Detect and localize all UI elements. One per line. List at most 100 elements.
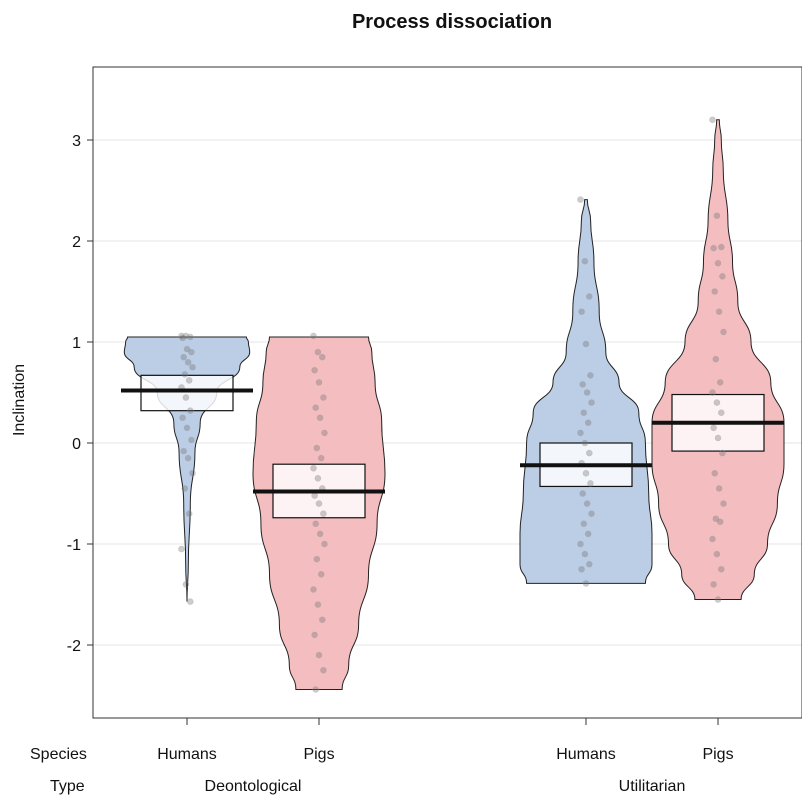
hdi-box xyxy=(140,374,234,412)
data-point xyxy=(717,409,725,417)
data-point xyxy=(715,485,723,492)
data-point xyxy=(588,510,595,518)
data-point xyxy=(313,555,321,563)
data-point xyxy=(579,490,587,497)
data-point xyxy=(587,480,594,487)
y-tick-label: -1 xyxy=(67,537,81,554)
data-point xyxy=(320,394,327,401)
data-point xyxy=(584,530,592,538)
data-point xyxy=(314,348,322,356)
data-point xyxy=(583,500,591,507)
data-point xyxy=(581,550,589,558)
data-point xyxy=(317,570,325,578)
data-point xyxy=(179,334,186,342)
data-point xyxy=(316,414,324,422)
data-point xyxy=(312,404,320,411)
data-point xyxy=(178,545,185,553)
data-point xyxy=(710,244,717,252)
data-point xyxy=(321,429,328,437)
data-point xyxy=(709,116,716,124)
data-point xyxy=(187,407,194,414)
species-tick-label: Humans xyxy=(556,746,616,763)
data-point xyxy=(720,328,727,336)
violin xyxy=(651,119,785,601)
data-point xyxy=(720,500,727,507)
data-point xyxy=(585,449,593,457)
data-point xyxy=(719,449,726,457)
data-point xyxy=(188,348,195,356)
violin xyxy=(123,336,251,602)
data-point xyxy=(580,409,588,417)
data-point xyxy=(320,666,327,674)
series-utilitarian-humans xyxy=(519,196,653,587)
plot-area xyxy=(121,116,785,693)
data-point xyxy=(189,363,196,371)
data-point xyxy=(580,520,588,528)
y-axis-label: Inclination xyxy=(11,364,28,436)
data-point xyxy=(577,540,584,548)
data-point xyxy=(318,353,326,361)
data-point xyxy=(709,389,716,396)
data-point xyxy=(713,550,721,558)
data-point xyxy=(588,399,595,406)
data-point xyxy=(585,560,593,568)
series-utilitarian-pigs xyxy=(651,116,785,603)
data-point xyxy=(711,288,719,295)
data-point xyxy=(717,243,725,251)
species-tick-label: Pigs xyxy=(702,746,733,763)
species-tick-label: Pigs xyxy=(303,746,334,763)
y-tick-label: 3 xyxy=(72,133,81,150)
data-point xyxy=(183,345,191,353)
series-deontological-humans xyxy=(121,332,253,605)
y-tick-label: 1 xyxy=(72,335,81,352)
data-point xyxy=(181,485,189,492)
data-point xyxy=(316,530,324,538)
data-point xyxy=(310,332,317,340)
chart-title: Process dissociation xyxy=(352,11,552,33)
data-point xyxy=(578,308,585,316)
data-point xyxy=(581,257,589,265)
type-factor-label: Type xyxy=(50,778,85,795)
y-tick-label: 0 xyxy=(72,436,81,453)
violin xyxy=(519,199,653,584)
data-point xyxy=(181,371,189,378)
data-point xyxy=(185,510,193,518)
data-point xyxy=(187,598,194,605)
species-factor-label: Species xyxy=(30,746,87,763)
type-group-label: Utilitarian xyxy=(619,778,686,795)
data-point xyxy=(315,379,323,386)
data-point xyxy=(716,379,724,386)
data-point xyxy=(180,353,187,361)
data-point xyxy=(311,366,318,374)
data-point xyxy=(182,332,190,340)
data-point xyxy=(716,518,724,526)
data-point xyxy=(320,510,327,518)
data-point xyxy=(710,424,717,432)
data-point xyxy=(715,308,723,316)
data-point xyxy=(579,381,587,388)
data-point xyxy=(315,651,323,659)
data-point xyxy=(582,340,590,348)
y-tick-label: 2 xyxy=(72,234,81,251)
data-point xyxy=(577,196,584,203)
data-point xyxy=(315,500,323,507)
data-point xyxy=(711,469,719,477)
data-point xyxy=(182,394,190,401)
data-point xyxy=(582,580,590,587)
data-point xyxy=(180,447,187,455)
data-point xyxy=(709,535,716,543)
data-point xyxy=(310,464,317,472)
data-point xyxy=(184,454,192,462)
data-point xyxy=(712,515,720,523)
data-point xyxy=(710,581,717,588)
data-point xyxy=(714,259,722,267)
data-point xyxy=(577,429,584,437)
data-point xyxy=(189,469,196,477)
data-point xyxy=(314,475,322,482)
data-point xyxy=(321,540,328,548)
data-point xyxy=(311,631,318,639)
data-point xyxy=(713,212,721,220)
data-point xyxy=(717,565,725,573)
data-point xyxy=(714,434,722,442)
